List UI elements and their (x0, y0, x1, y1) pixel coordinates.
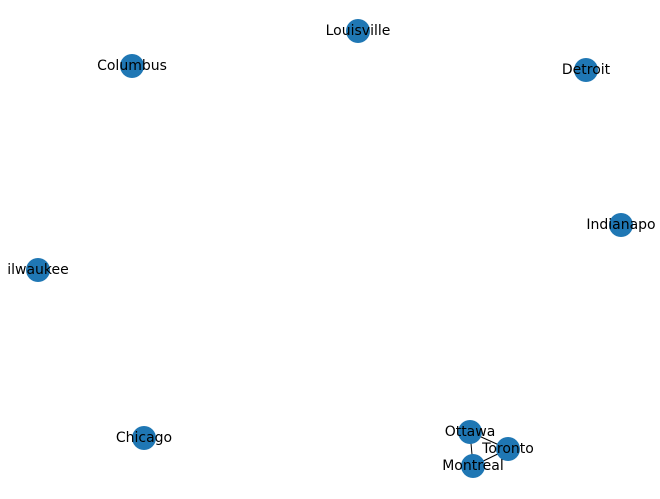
graph-nodes: Louisville Columbus Detroit Indianapo ilwauk… (7, 19, 656, 478)
node-milwaukee: ilwaukee (7, 258, 69, 282)
node-label-columbus: Columbus (97, 58, 167, 74)
node-circle-toronto (496, 437, 520, 461)
node-circle-milwaukee (26, 258, 50, 282)
node-label-detroit: Detroit (562, 62, 611, 78)
node-label-toronto: Toronto (481, 441, 534, 457)
node-circle-indianapolis (609, 213, 633, 237)
node-circle-ottawa (458, 420, 482, 444)
node-indianapolis: Indianapo (586, 213, 656, 237)
node-circle-chicago (132, 426, 156, 450)
node-circle-louisville (346, 19, 370, 43)
node-circle-columbus (120, 54, 144, 78)
node-circle-detroit (574, 58, 598, 82)
node-label-montreal: Montreal (442, 458, 504, 474)
node-label-chicago: Chicago (116, 430, 172, 446)
node-columbus: Columbus (97, 54, 167, 78)
node-label-indianapolis: Indianapo (586, 217, 655, 233)
node-detroit: Detroit (562, 58, 611, 82)
node-chicago: Chicago (116, 426, 172, 450)
node-label-milwaukee: ilwaukee (7, 262, 69, 278)
node-louisville: Louisville (326, 19, 391, 43)
node-toronto: Toronto (481, 437, 534, 461)
node-label-louisville: Louisville (326, 23, 391, 39)
node-montreal: Montreal (442, 454, 504, 478)
node-label-ottawa: Ottawa (445, 424, 496, 440)
node-ottawa: Ottawa (445, 420, 496, 444)
node-circle-montreal (461, 454, 485, 478)
